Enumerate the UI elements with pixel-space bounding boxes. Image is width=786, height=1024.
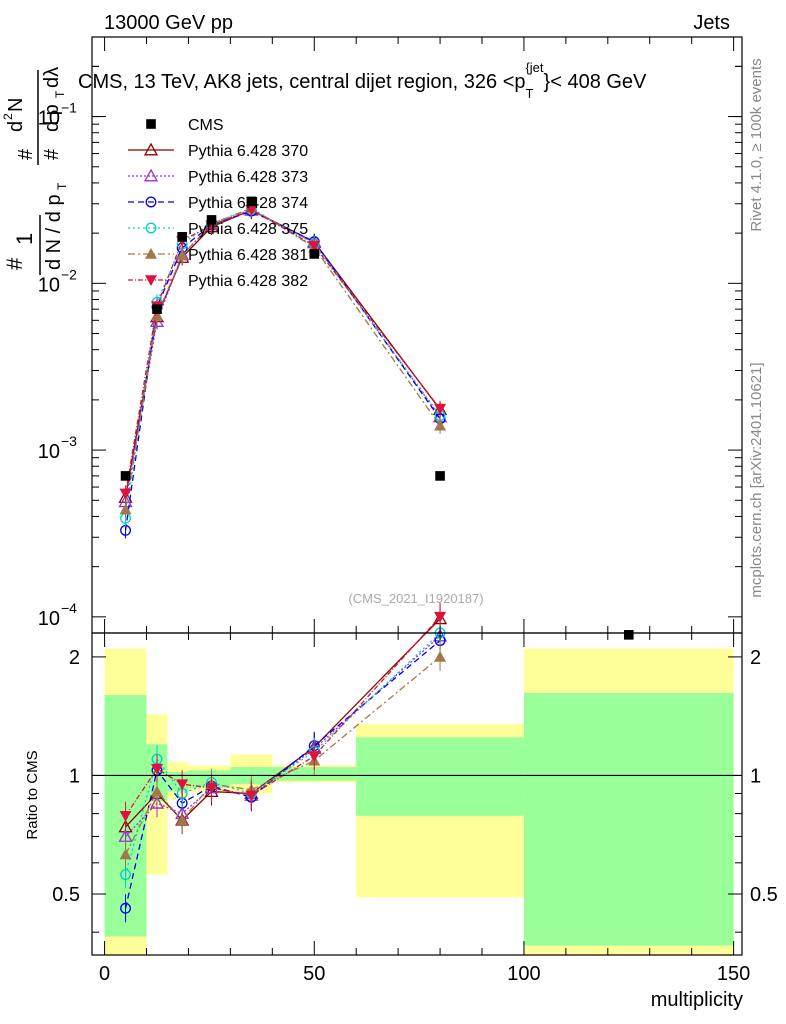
marker — [176, 779, 189, 791]
svg-text:d p: d p — [41, 104, 63, 132]
legend-label: Pythia 6.428 381 — [188, 247, 308, 264]
svg-text:N: N — [5, 98, 27, 112]
svg-text:#: # — [41, 148, 63, 160]
x-tick-label: 100 — [507, 963, 540, 985]
title-end: }< 408 GeV — [544, 71, 648, 93]
marker — [206, 215, 217, 225]
marker — [119, 810, 132, 822]
marker — [120, 902, 131, 914]
x-tick-label: 150 — [717, 963, 750, 985]
y-tick-label-top: 10 — [38, 441, 60, 463]
marker — [119, 848, 132, 860]
ratio-y-axis-label: Ratio to CMS — [24, 750, 41, 839]
marker — [145, 248, 157, 259]
header-left: 13000 GeV pp — [104, 12, 233, 34]
marker — [151, 309, 163, 321]
marker — [145, 275, 157, 286]
marker — [176, 249, 189, 261]
marker — [119, 488, 132, 500]
data-points — [120, 196, 634, 640]
marker — [143, 142, 159, 156]
legend-label: CMS — [188, 117, 224, 134]
x-tick-label: 50 — [303, 963, 325, 985]
title-main: CMS, 13 TeV, AK8 jets, central dijet reg… — [78, 71, 526, 93]
marker — [149, 795, 165, 809]
svg-text:d N / d p: d N / d p — [43, 194, 65, 270]
marker — [151, 785, 163, 797]
svg-text:1: 1 — [12, 233, 37, 245]
marker — [145, 196, 157, 208]
y-tick-label-top: 10 — [38, 274, 60, 296]
x-axis-label: multiplicity — [651, 989, 743, 1011]
header-right: Jets — [693, 12, 730, 34]
marker — [308, 751, 321, 763]
title-sup: {jet — [525, 60, 543, 75]
marker — [177, 232, 187, 242]
marker — [119, 503, 132, 515]
marker — [120, 524, 131, 536]
band-green — [188, 770, 231, 788]
y-tick-label-top-exp: −3 — [61, 433, 77, 449]
legend-label: Pythia 6.428 374 — [188, 195, 308, 212]
y-tick-label-top: 10 — [38, 608, 60, 630]
marker — [145, 222, 157, 234]
band-green — [523, 692, 734, 946]
y-tick-label-ratio: 0.5 — [52, 884, 80, 906]
legend-label: Pythia 6.428 375 — [188, 221, 308, 238]
y-tick-label-top-exp: −1 — [61, 100, 77, 116]
marker — [120, 471, 131, 481]
y-tick-label-top-exp: −4 — [61, 600, 77, 616]
top-y-axis-label: # 1 d N / d p T # d 2 N # d p T dλ — [1, 67, 69, 275]
marker — [434, 403, 447, 415]
svg-text:#: # — [2, 257, 27, 270]
svg-text:2: 2 — [1, 113, 15, 120]
svg-text:T: T — [55, 182, 69, 190]
ratio-uncertainty-bands — [104, 648, 734, 955]
marker — [434, 611, 447, 623]
marker — [308, 240, 321, 252]
marker — [151, 763, 163, 775]
band-green — [356, 737, 524, 816]
marker — [309, 249, 320, 259]
marker — [623, 630, 634, 640]
ratio-frame — [91, 632, 743, 956]
chart-title: CMS, 13 TeV, AK8 jets, central dijet reg… — [78, 60, 647, 101]
side-label-site: mcplots.cern.ch [arXiv:2401.10621] — [748, 362, 765, 597]
marker — [152, 304, 162, 314]
legend-label: Pythia 6.428 382 — [188, 273, 308, 290]
y-tick-label-ratio-right: 1 — [750, 765, 761, 787]
svg-text:#: # — [15, 148, 37, 160]
y-tick-label-ratio-right: 0.5 — [750, 884, 778, 906]
side-label-rivet: Rivet 4.1.0, ≥ 100k events — [748, 58, 765, 231]
legend-label: Pythia 6.428 373 — [188, 169, 308, 186]
marker — [120, 869, 131, 881]
marker — [146, 119, 156, 129]
y-tick-label-top-exp: −2 — [61, 266, 77, 282]
marker — [435, 471, 445, 481]
marker — [434, 650, 447, 662]
marker — [434, 419, 447, 431]
svg-text:dλ: dλ — [41, 67, 63, 88]
y-tick-label-top: 10 — [38, 108, 60, 130]
marker — [176, 814, 189, 825]
y-tick-label-ratio: 1 — [69, 765, 80, 787]
svg-text:T: T — [53, 90, 67, 98]
watermark: (CMS_2021_I1920187) — [348, 591, 483, 606]
marker — [143, 168, 159, 182]
legend-label: Pythia 6.428 370 — [188, 143, 308, 160]
legend: CMS Pythia 6.428 370 Pythia 6.428 373 Pythi… — [128, 117, 308, 290]
y-tick-label-ratio-right: 2 — [750, 647, 761, 669]
marker — [205, 783, 218, 794]
y-tick-label-ratio: 2 — [69, 647, 80, 669]
marker — [245, 790, 258, 802]
ratio-lines — [118, 602, 448, 923]
title-sub: T — [526, 86, 534, 101]
marker — [246, 196, 257, 207]
marker — [245, 204, 258, 216]
x-tick-label: 0 — [99, 963, 110, 985]
svg-text:d: d — [5, 121, 27, 132]
